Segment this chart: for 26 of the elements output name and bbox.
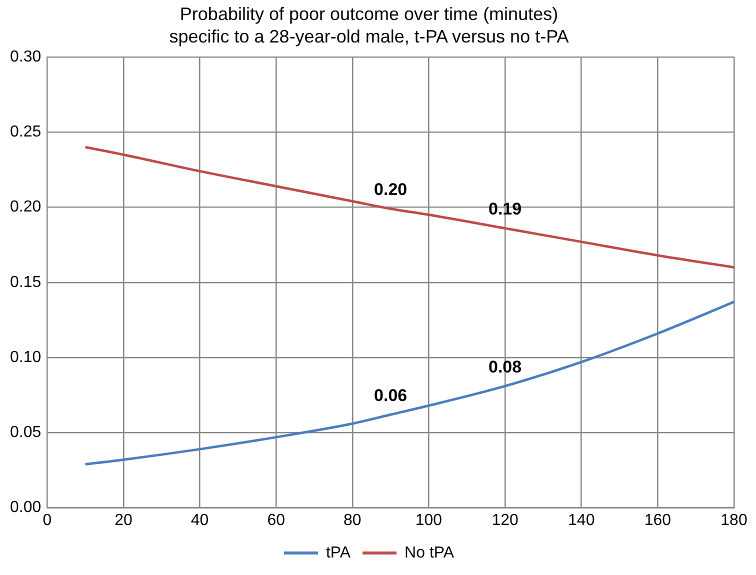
- y-tick-label: 0.25: [10, 124, 42, 141]
- data-label: 0.20: [374, 180, 408, 199]
- y-tick-label: 0.05: [10, 424, 42, 442]
- legend-label: tPA: [326, 544, 351, 562]
- x-tick-label: 100: [415, 512, 442, 529]
- x-tick-label: 120: [492, 512, 518, 529]
- x-tick-label: 40: [190, 512, 209, 529]
- x-tick-label: 20: [114, 512, 132, 529]
- data-label: 0.08: [488, 357, 522, 376]
- x-tick-label: 60: [267, 512, 286, 529]
- chart-title: Probability of poor outcome over time (minutes) specific to a 28-year-old male, t-PA versus no t-PA: [169, 4, 569, 47]
- y-tick-label: 0.10: [10, 348, 42, 366]
- x-tick-label: 0: [42, 512, 52, 529]
- legend-label: No tPA: [404, 544, 454, 562]
- y-tick-label: 0.20: [10, 198, 42, 216]
- x-tick-label: 160: [644, 512, 672, 529]
- data-label: 0.06: [374, 386, 408, 405]
- x-tick-label: 180: [720, 512, 748, 529]
- line-series: [84, 146, 734, 269]
- x-tick-label: 140: [568, 512, 595, 529]
- x-tick-label: 80: [344, 512, 362, 529]
- y-tick-label: 0.00: [10, 499, 42, 516]
- y-tick-label: 0.15: [10, 274, 42, 291]
- data-label: 0.19: [488, 199, 522, 218]
- y-tick-label: 0.30: [10, 48, 42, 66]
- line-series: [84, 300, 734, 466]
